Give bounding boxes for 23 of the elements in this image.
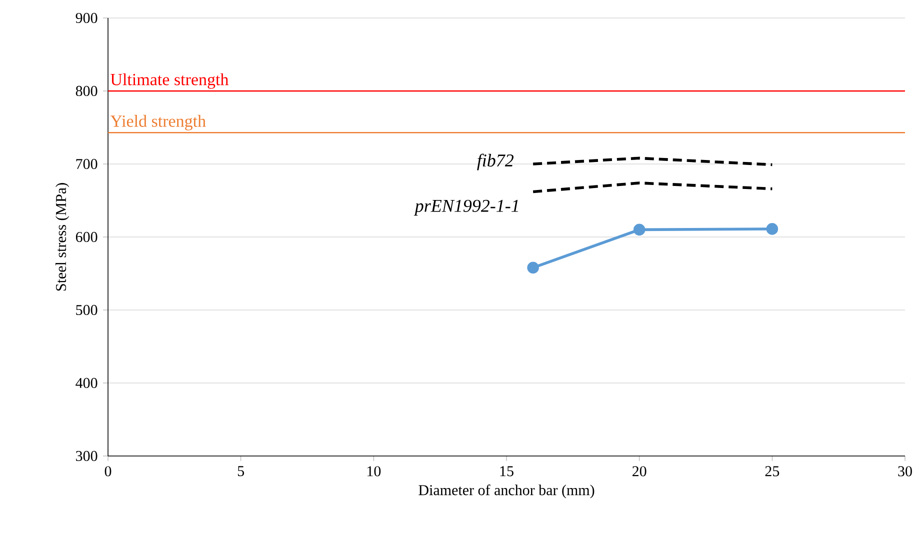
ref-line-label: Ultimate strength [110, 73, 229, 89]
x-tick-label: 5 [238, 466, 244, 476]
x-tick-label: 25 [765, 466, 780, 476]
y-tick-label: 400 [76, 378, 98, 388]
x-tick-label: 15 [500, 466, 514, 476]
point [527, 262, 539, 274]
y-tick-label: 700 [76, 158, 98, 170]
x-axis-title: Diameter of anchor bar (mm) [418, 484, 594, 498]
y-tick-label: 300 [76, 450, 98, 462]
x-tick-label: 30 [898, 466, 912, 476]
y-axis-title: Steel stress (MPa) [56, 183, 70, 291]
x-tick-label: 20 [632, 466, 646, 476]
y-tick-label: 800 [76, 86, 98, 96]
x-tick-label: 0 [104, 466, 112, 476]
x-tick-label: 10 [367, 466, 381, 476]
point [633, 224, 646, 236]
y-tick-label: 500 [76, 304, 98, 316]
y-tick-label: 900 [76, 12, 98, 24]
series-label: fib72 [477, 154, 514, 170]
ref-line-label: Yield strength [110, 114, 206, 130]
series-label: prEN1992-1-1 [414, 200, 518, 216]
point [766, 223, 778, 235]
y-tick-label: 600 [76, 232, 98, 242]
